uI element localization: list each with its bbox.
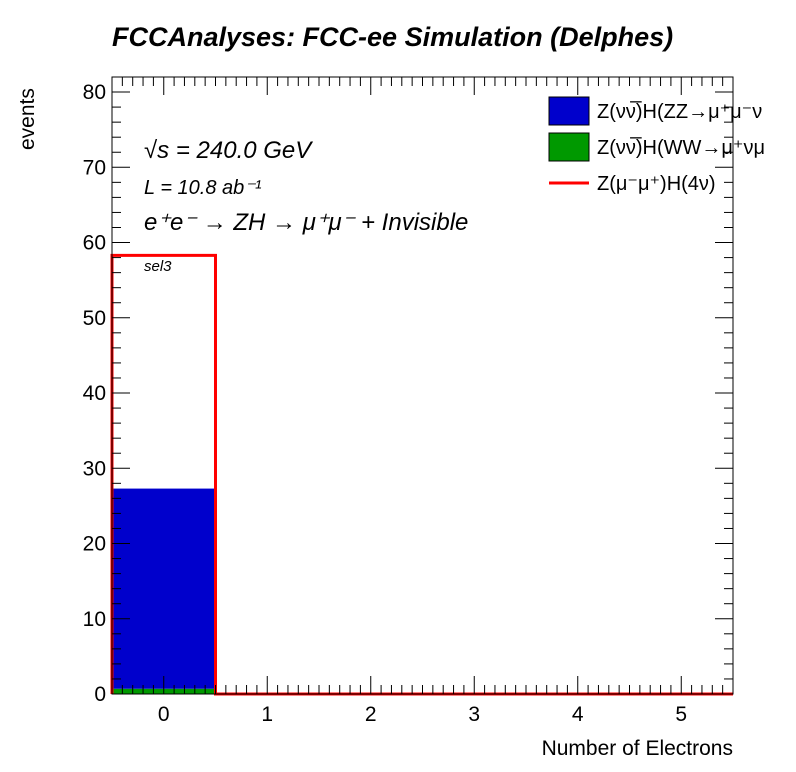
y-tick-label: 50 [83, 307, 106, 330]
x-tick-label: 5 [675, 703, 687, 726]
y-axis-label: events [16, 88, 39, 150]
stacked-bars [112, 488, 216, 694]
y-tick-label: 0 [94, 683, 106, 706]
annotation-process: e⁺e⁻ → ZH → μ⁺μ⁻ + Invisible [144, 209, 468, 236]
annotation-lumi: L = 10.8 ab⁻¹ [144, 177, 262, 199]
annotation-selection: sel3 [144, 258, 172, 275]
x-tick-label: 0 [158, 703, 170, 726]
legend-label: Z(νν̅)H(WW→μ⁺νμ [597, 136, 765, 159]
x-tick-label: 1 [261, 703, 273, 726]
legend-label: Z(νν̅)H(ZZ→μ⁺μ⁻ν [597, 100, 762, 123]
chart-title: FCCAnalyses: FCC-ee Simulation (Delphes) [112, 22, 673, 52]
x-axis-label: Number of Electrons [542, 737, 733, 760]
y-tick-label: 30 [83, 457, 106, 480]
legend: Z(νν̅)H(ZZ→μ⁺μ⁻ν Z(νν̅)H(WW→μ⁺νμ Z(μ⁻μ⁺)H(… [548, 96, 765, 195]
y-tick-label: 10 [83, 608, 106, 631]
y-tick-label: 80 [83, 81, 106, 104]
y-tick-label: 60 [83, 232, 106, 255]
annotation-sqrt-s: √s = 240.0 GeV [144, 137, 313, 164]
y-tick-label: 70 [83, 156, 106, 179]
y-tick-label: 40 [83, 382, 106, 405]
legend-swatch [548, 96, 590, 126]
legend-swatch [548, 132, 590, 162]
y-tick-label: 20 [83, 533, 106, 556]
x-tick-label: 2 [365, 703, 377, 726]
x-tick-label: 3 [468, 703, 480, 726]
legend-label: Z(μ⁻μ⁺)H(4ν) [597, 173, 716, 195]
y-axis-ticks: 0 10 20 30 40 50 60 70 80 [83, 76, 733, 706]
x-axis-ticks: 0 1 2 3 4 5 [111, 77, 734, 726]
bar-1-bin-0 [112, 488, 216, 689]
x-tick-label: 4 [572, 703, 584, 726]
